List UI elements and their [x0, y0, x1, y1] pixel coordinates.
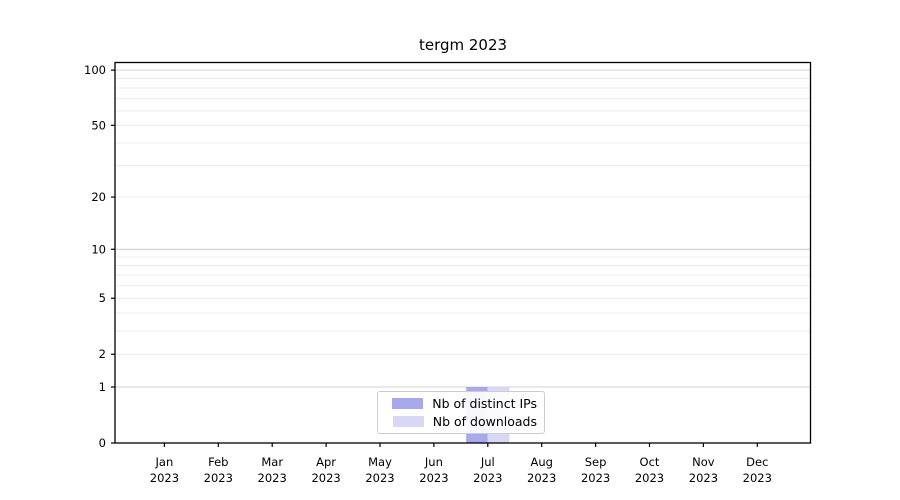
- x-tick-label-month: Oct: [640, 455, 660, 469]
- y-tick-label: 20: [91, 190, 106, 204]
- legend-label-downloads: Nb of downloads: [432, 413, 537, 429]
- y-tick-label: 0: [99, 436, 106, 450]
- x-tick-label-month: Jul: [480, 455, 495, 469]
- x-tick-label-month: Feb: [208, 455, 228, 469]
- axes-spines: [114, 61, 812, 444]
- x-tick-label-month: Sep: [585, 455, 607, 469]
- legend-swatch-downloads-icon: [392, 415, 424, 427]
- x-tick-label-year: 2023: [743, 471, 772, 485]
- y-tick-label: 100: [84, 63, 106, 77]
- legend-label-distinct-ips: Nb of distinct IPs: [432, 396, 537, 412]
- x-tick-label-year: 2023: [689, 471, 718, 485]
- y-tick-label: 5: [99, 291, 106, 305]
- y-tick-label: 50: [91, 118, 106, 132]
- x-tick-label-year: 2023: [635, 471, 664, 485]
- x-tick-label-month: Jan: [155, 455, 174, 469]
- x-tick-label-month: Nov: [692, 455, 715, 469]
- x-tick-label-month: Aug: [530, 455, 552, 469]
- legend-item-downloads: Nb of downloads: [385, 414, 537, 429]
- x-tick-label-year: 2023: [365, 471, 394, 485]
- x-tick-label-month: Mar: [261, 455, 283, 469]
- x-tick-label-year: 2023: [473, 471, 502, 485]
- x-tick-label-year: 2023: [311, 471, 340, 485]
- x-tick-label-month: May: [368, 455, 392, 469]
- legend-swatch-distinct-ips-icon: [392, 398, 424, 410]
- x-tick-label-year: 2023: [581, 471, 610, 485]
- x-tick-label-month: Apr: [316, 455, 336, 469]
- x-tick-label-year: 2023: [204, 471, 233, 485]
- y-tick-label: 1: [99, 380, 106, 394]
- legend: Nb of distinct IPs Nb of downloads: [377, 391, 545, 434]
- x-tick-label-month: Dec: [746, 455, 768, 469]
- x-tick-label-year: 2023: [258, 471, 287, 485]
- chart-title: tergm 2023: [418, 36, 508, 54]
- y-tick-label: 2: [99, 347, 106, 361]
- x-tick-label-year: 2023: [150, 471, 179, 485]
- legend-item-distinct-ips: Nb of distinct IPs: [385, 396, 537, 411]
- x-tick-label-month: Jun: [424, 455, 443, 469]
- x-tick-label-year: 2023: [419, 471, 448, 485]
- x-tick-label-year: 2023: [527, 471, 556, 485]
- y-tick-label: 10: [91, 242, 106, 256]
